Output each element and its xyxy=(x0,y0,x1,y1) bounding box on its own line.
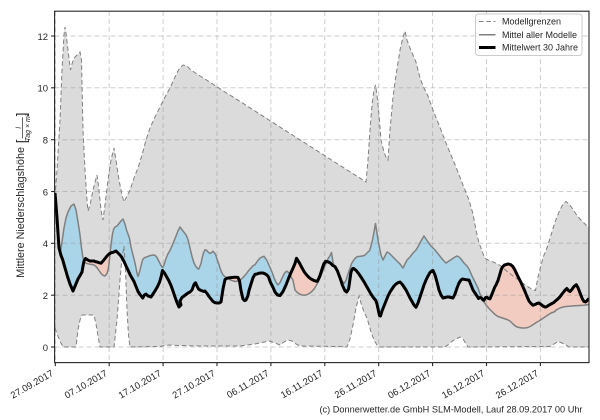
svg-text:4: 4 xyxy=(43,239,48,250)
svg-text:[: [ xyxy=(14,139,29,143)
svg-text:Modellgrenzen: Modellgrenzen xyxy=(502,16,561,26)
svg-text:10: 10 xyxy=(38,84,49,95)
svg-text:Mittel aller Modelle: Mittel aller Modelle xyxy=(502,30,577,40)
svg-text:Mittelwert 30 Jahre: Mittelwert 30 Jahre xyxy=(502,43,578,53)
svg-text:8: 8 xyxy=(43,136,48,147)
svg-text:12: 12 xyxy=(38,32,49,43)
svg-text:0: 0 xyxy=(43,343,48,354)
svg-text:l: l xyxy=(14,127,23,129)
svg-text:]: ] xyxy=(14,113,29,117)
svg-text:Mittlere Niederschlagshöhe: Mittlere Niederschlagshöhe xyxy=(15,147,27,278)
svg-text:Tag × m²: Tag × m² xyxy=(25,113,32,141)
svg-text:2: 2 xyxy=(43,291,48,302)
svg-text:(c) Donnerwetter.de GmbH SLM-M: (c) Donnerwetter.de GmbH SLM-Modell, Lau… xyxy=(320,405,583,415)
svg-text:6: 6 xyxy=(43,187,48,198)
